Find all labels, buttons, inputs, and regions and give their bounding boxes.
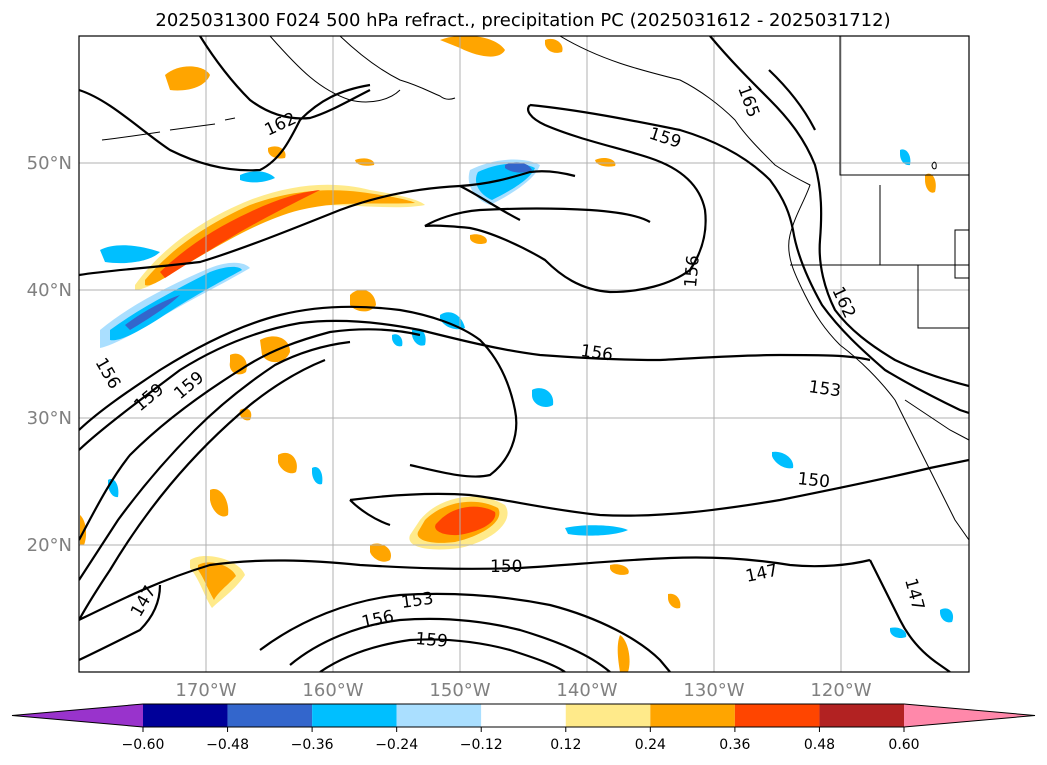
lon-label: 160°W (302, 680, 363, 701)
lat-label: 20°N (27, 535, 72, 556)
colorbar-tick-label: 0.48 (804, 737, 835, 753)
colorbar-tick-label: −0.12 (460, 737, 503, 753)
refractivity-contours (79, 36, 969, 672)
colorbar-tick-label: 0.12 (550, 737, 581, 753)
contour-label: 150 (796, 469, 830, 492)
colorbar-tick-label: −0.24 (375, 737, 418, 753)
colorbar-extend-low (12, 704, 143, 727)
contour-label: 150 (490, 557, 522, 577)
precip-negative-fields (100, 149, 954, 639)
lon-label: 140°W (556, 680, 617, 701)
colorbar-tick-label: 0.36 (719, 737, 750, 753)
colorbar-segment (565, 704, 651, 727)
contour-label: 159 (415, 629, 449, 652)
precip-positive-fields (80, 36, 936, 672)
contour-label: 153 (807, 377, 842, 401)
lon-label: 170°W (175, 680, 236, 701)
lat-label: 30°N (27, 408, 72, 429)
colorbar: −0.60 −0.48 −0.36 −0.24 −0.12 0.12 0.24 0.36 0.4… (11, 703, 1036, 753)
colorbar-tick-label: −0.36 (291, 737, 334, 753)
colorbar-segment (819, 704, 904, 727)
colorbar-extend-high (904, 704, 1035, 727)
lon-label: 130°W (683, 680, 744, 701)
longitude-labels: 170°W 160°W 150°W 140°W 130°W 120°W (175, 680, 871, 701)
lat-label: 50°N (27, 153, 72, 174)
contour-label: 156 (579, 341, 614, 365)
lon-label: 150°W (429, 680, 490, 701)
colorbar-segment (650, 704, 735, 727)
contour-label: 153 (400, 589, 435, 613)
colorbar-segment (227, 704, 313, 727)
colorbar-segment (143, 704, 228, 727)
colorbar-segment (481, 704, 566, 727)
figure-title: 2025031300 F024 500 hPa refract., precip… (155, 10, 890, 31)
colorbar-tick-label: −0.48 (206, 737, 249, 753)
colorbar-segment (396, 704, 482, 727)
colorbar-segment (312, 704, 397, 727)
colorbar-tick-label: 0.24 (635, 737, 666, 753)
colorbar-segment (734, 704, 820, 727)
colorbar-tick-label: −0.60 (122, 737, 165, 753)
latitude-labels: 50°N 40°N 30°N 20°N (27, 153, 72, 556)
contour-label: 156 (681, 254, 704, 288)
lat-label: 40°N (27, 280, 72, 301)
lon-label: 120°W (810, 680, 871, 701)
map-border (78, 35, 970, 673)
colorbar-tick-label: 0.60 (888, 737, 919, 753)
